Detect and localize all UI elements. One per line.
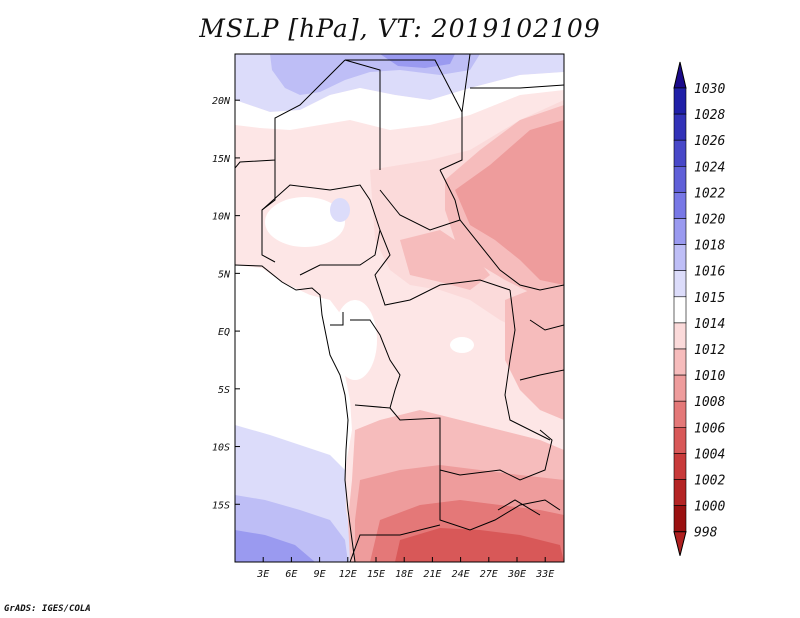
x-tick-label: 21E <box>423 569 441 580</box>
colorbar-label: 1010 <box>694 369 725 384</box>
y-tick-label: 5S <box>218 385 230 396</box>
x-tick-label: 30E <box>507 569 526 580</box>
colorbar-label: 1028 <box>694 108 725 123</box>
x-tick-label: 24E <box>452 569 470 580</box>
y-tick-label: EQ <box>218 327 230 338</box>
colorbar-box <box>674 166 686 192</box>
colorbar-label: 1022 <box>694 186 725 201</box>
colorbar-box <box>674 401 686 427</box>
colorbar-label: 1016 <box>694 265 725 280</box>
colorbar-label: 1006 <box>694 421 725 436</box>
colorbar-box <box>674 349 686 375</box>
colorbar-box <box>674 219 686 245</box>
x-tick-label: 33E <box>535 569 554 580</box>
colorbar-label: 1018 <box>694 239 725 254</box>
colorbar-box <box>674 297 686 323</box>
grads-credit: GrADS: IGES/COLA <box>4 604 91 614</box>
y-tick-label: 5N <box>218 269 231 280</box>
colorbar-box <box>674 271 686 297</box>
x-tick-label: 6E <box>285 569 297 580</box>
colorbar-box <box>674 245 686 271</box>
x-tick-label: 27E <box>480 569 498 580</box>
y-tick-label: 10S <box>212 443 230 454</box>
colorbar-label: 1004 <box>694 447 725 462</box>
colorbar-box <box>674 323 686 349</box>
colorbar-label: 1000 <box>694 500 725 515</box>
colorbar-label: 1012 <box>694 343 725 358</box>
y-tick-label: 20N <box>212 96 231 107</box>
colorbar-box <box>674 192 686 218</box>
colorbar-box <box>674 375 686 401</box>
colorbar-box <box>674 140 686 166</box>
colorbar-label: 1020 <box>694 213 725 228</box>
x-tick-label: 12E <box>339 569 357 580</box>
colorbar-label: 1002 <box>694 474 725 489</box>
colorbar-box <box>674 114 686 140</box>
colorbar-label: 1024 <box>694 160 725 175</box>
colorbar-box <box>674 88 686 114</box>
colorbar-box <box>674 480 686 506</box>
x-tick-label: 18E <box>395 569 413 580</box>
colorbar-min-triangle <box>674 532 686 556</box>
y-tick-label: 10N <box>212 212 231 223</box>
y-tick-label: 15N <box>212 154 231 165</box>
colorbar-label: 1014 <box>694 317 725 332</box>
colorbar-label: 1015 <box>694 291 725 306</box>
colorbar-label: 1030 <box>694 82 725 97</box>
x-tick-label: 3E <box>256 569 269 580</box>
colorbar: 1030 1028 1026 1024 1022 1020 1018 1016 1015 1014… <box>674 62 725 556</box>
colorbar-label: 1008 <box>694 395 725 410</box>
colorbar-box <box>674 506 686 532</box>
x-tick-label: 9E <box>314 569 326 580</box>
map-figure: 20N 15N 10N 5N EQ 5S 10S 15S 3E 6E 9E 12E 15E 18E 21E 2… <box>0 0 800 618</box>
x-tick-label: 15E <box>367 569 385 580</box>
colorbar-box <box>674 427 686 453</box>
colorbar-box <box>674 453 686 479</box>
colorbar-max-triangle <box>674 62 686 88</box>
pressure-field <box>235 54 564 562</box>
y-tick-label: 15S <box>212 500 230 511</box>
colorbar-label: 998 <box>694 526 718 541</box>
colorbar-label: 1026 <box>694 134 725 149</box>
